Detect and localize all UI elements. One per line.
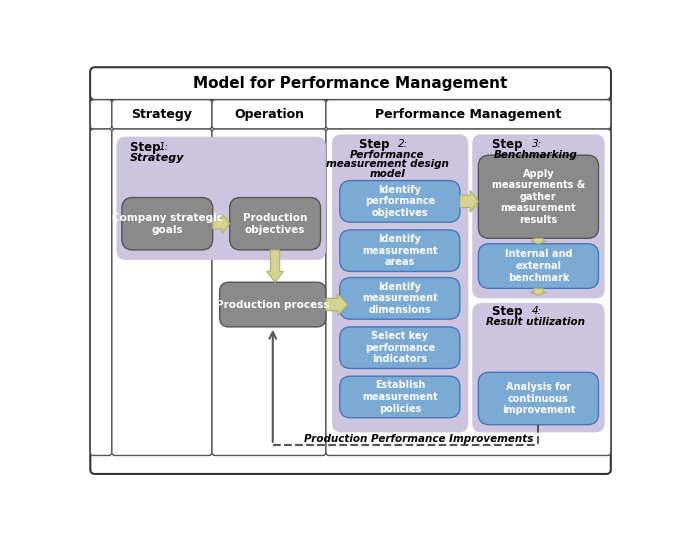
Text: Apply
measurements &
gather
measurement
results: Apply measurements & gather measurement … (492, 168, 585, 225)
FancyBboxPatch shape (90, 68, 611, 474)
Text: Production process: Production process (216, 300, 330, 310)
Text: Performance Management: Performance Management (375, 108, 562, 121)
FancyBboxPatch shape (332, 135, 469, 433)
Text: Performance: Performance (350, 150, 425, 160)
Text: Identify
performance
objectives: Identify performance objectives (365, 185, 435, 218)
Text: 1:: 1: (158, 143, 168, 152)
Text: Step: Step (492, 138, 527, 151)
FancyBboxPatch shape (90, 129, 112, 456)
FancyBboxPatch shape (340, 376, 460, 418)
Text: Model for Performance Management: Model for Performance Management (194, 76, 508, 91)
Text: Production Performance Improvements: Production Performance Improvements (304, 434, 533, 444)
FancyBboxPatch shape (478, 155, 598, 239)
FancyBboxPatch shape (472, 303, 605, 433)
FancyBboxPatch shape (220, 282, 326, 327)
Text: Operation: Operation (234, 108, 304, 121)
FancyBboxPatch shape (326, 129, 611, 456)
Text: Identify
measurement
areas: Identify measurement areas (362, 234, 438, 267)
FancyArrow shape (267, 250, 283, 282)
Text: 3:: 3: (531, 139, 542, 150)
Text: Strategy: Strategy (129, 153, 184, 163)
Text: Step: Step (358, 138, 393, 151)
FancyBboxPatch shape (478, 244, 598, 288)
FancyBboxPatch shape (340, 181, 460, 222)
FancyBboxPatch shape (90, 100, 112, 129)
Text: Company strategic
goals: Company strategic goals (111, 213, 223, 235)
FancyArrow shape (530, 239, 547, 244)
Text: Result utilization: Result utilization (486, 317, 585, 327)
FancyBboxPatch shape (90, 68, 611, 100)
Text: Step: Step (492, 305, 527, 318)
Text: 4:: 4: (531, 307, 542, 316)
Text: Step: Step (129, 141, 164, 154)
Text: measurement design: measurement design (326, 159, 449, 169)
Text: Internal and
external
benchmark: Internal and external benchmark (505, 249, 573, 282)
FancyBboxPatch shape (112, 129, 212, 456)
FancyBboxPatch shape (212, 100, 326, 129)
FancyBboxPatch shape (112, 100, 212, 129)
FancyArrow shape (326, 294, 347, 316)
FancyBboxPatch shape (478, 373, 598, 425)
Text: Strategy: Strategy (131, 108, 192, 121)
FancyBboxPatch shape (340, 327, 460, 368)
Text: Identify
measurement
dimensions: Identify measurement dimensions (362, 282, 438, 315)
FancyBboxPatch shape (212, 129, 326, 456)
FancyBboxPatch shape (472, 135, 605, 299)
FancyArrow shape (213, 214, 230, 233)
FancyBboxPatch shape (122, 198, 213, 250)
FancyBboxPatch shape (116, 137, 326, 260)
FancyBboxPatch shape (340, 278, 460, 319)
Text: Select key
performance
indicators: Select key performance indicators (365, 331, 435, 364)
Text: Production
objectives: Production objectives (243, 213, 307, 235)
FancyArrow shape (460, 190, 478, 212)
FancyBboxPatch shape (326, 100, 611, 129)
Text: 2:: 2: (398, 139, 408, 150)
FancyBboxPatch shape (340, 230, 460, 271)
Text: Establish
measurement
policies: Establish measurement policies (362, 381, 438, 414)
Text: Benchmarking: Benchmarking (493, 150, 577, 160)
FancyArrow shape (530, 288, 547, 295)
Text: Analysis for
continuous
improvement: Analysis for continuous improvement (502, 382, 575, 415)
Text: model: model (369, 169, 406, 178)
FancyBboxPatch shape (230, 198, 321, 250)
